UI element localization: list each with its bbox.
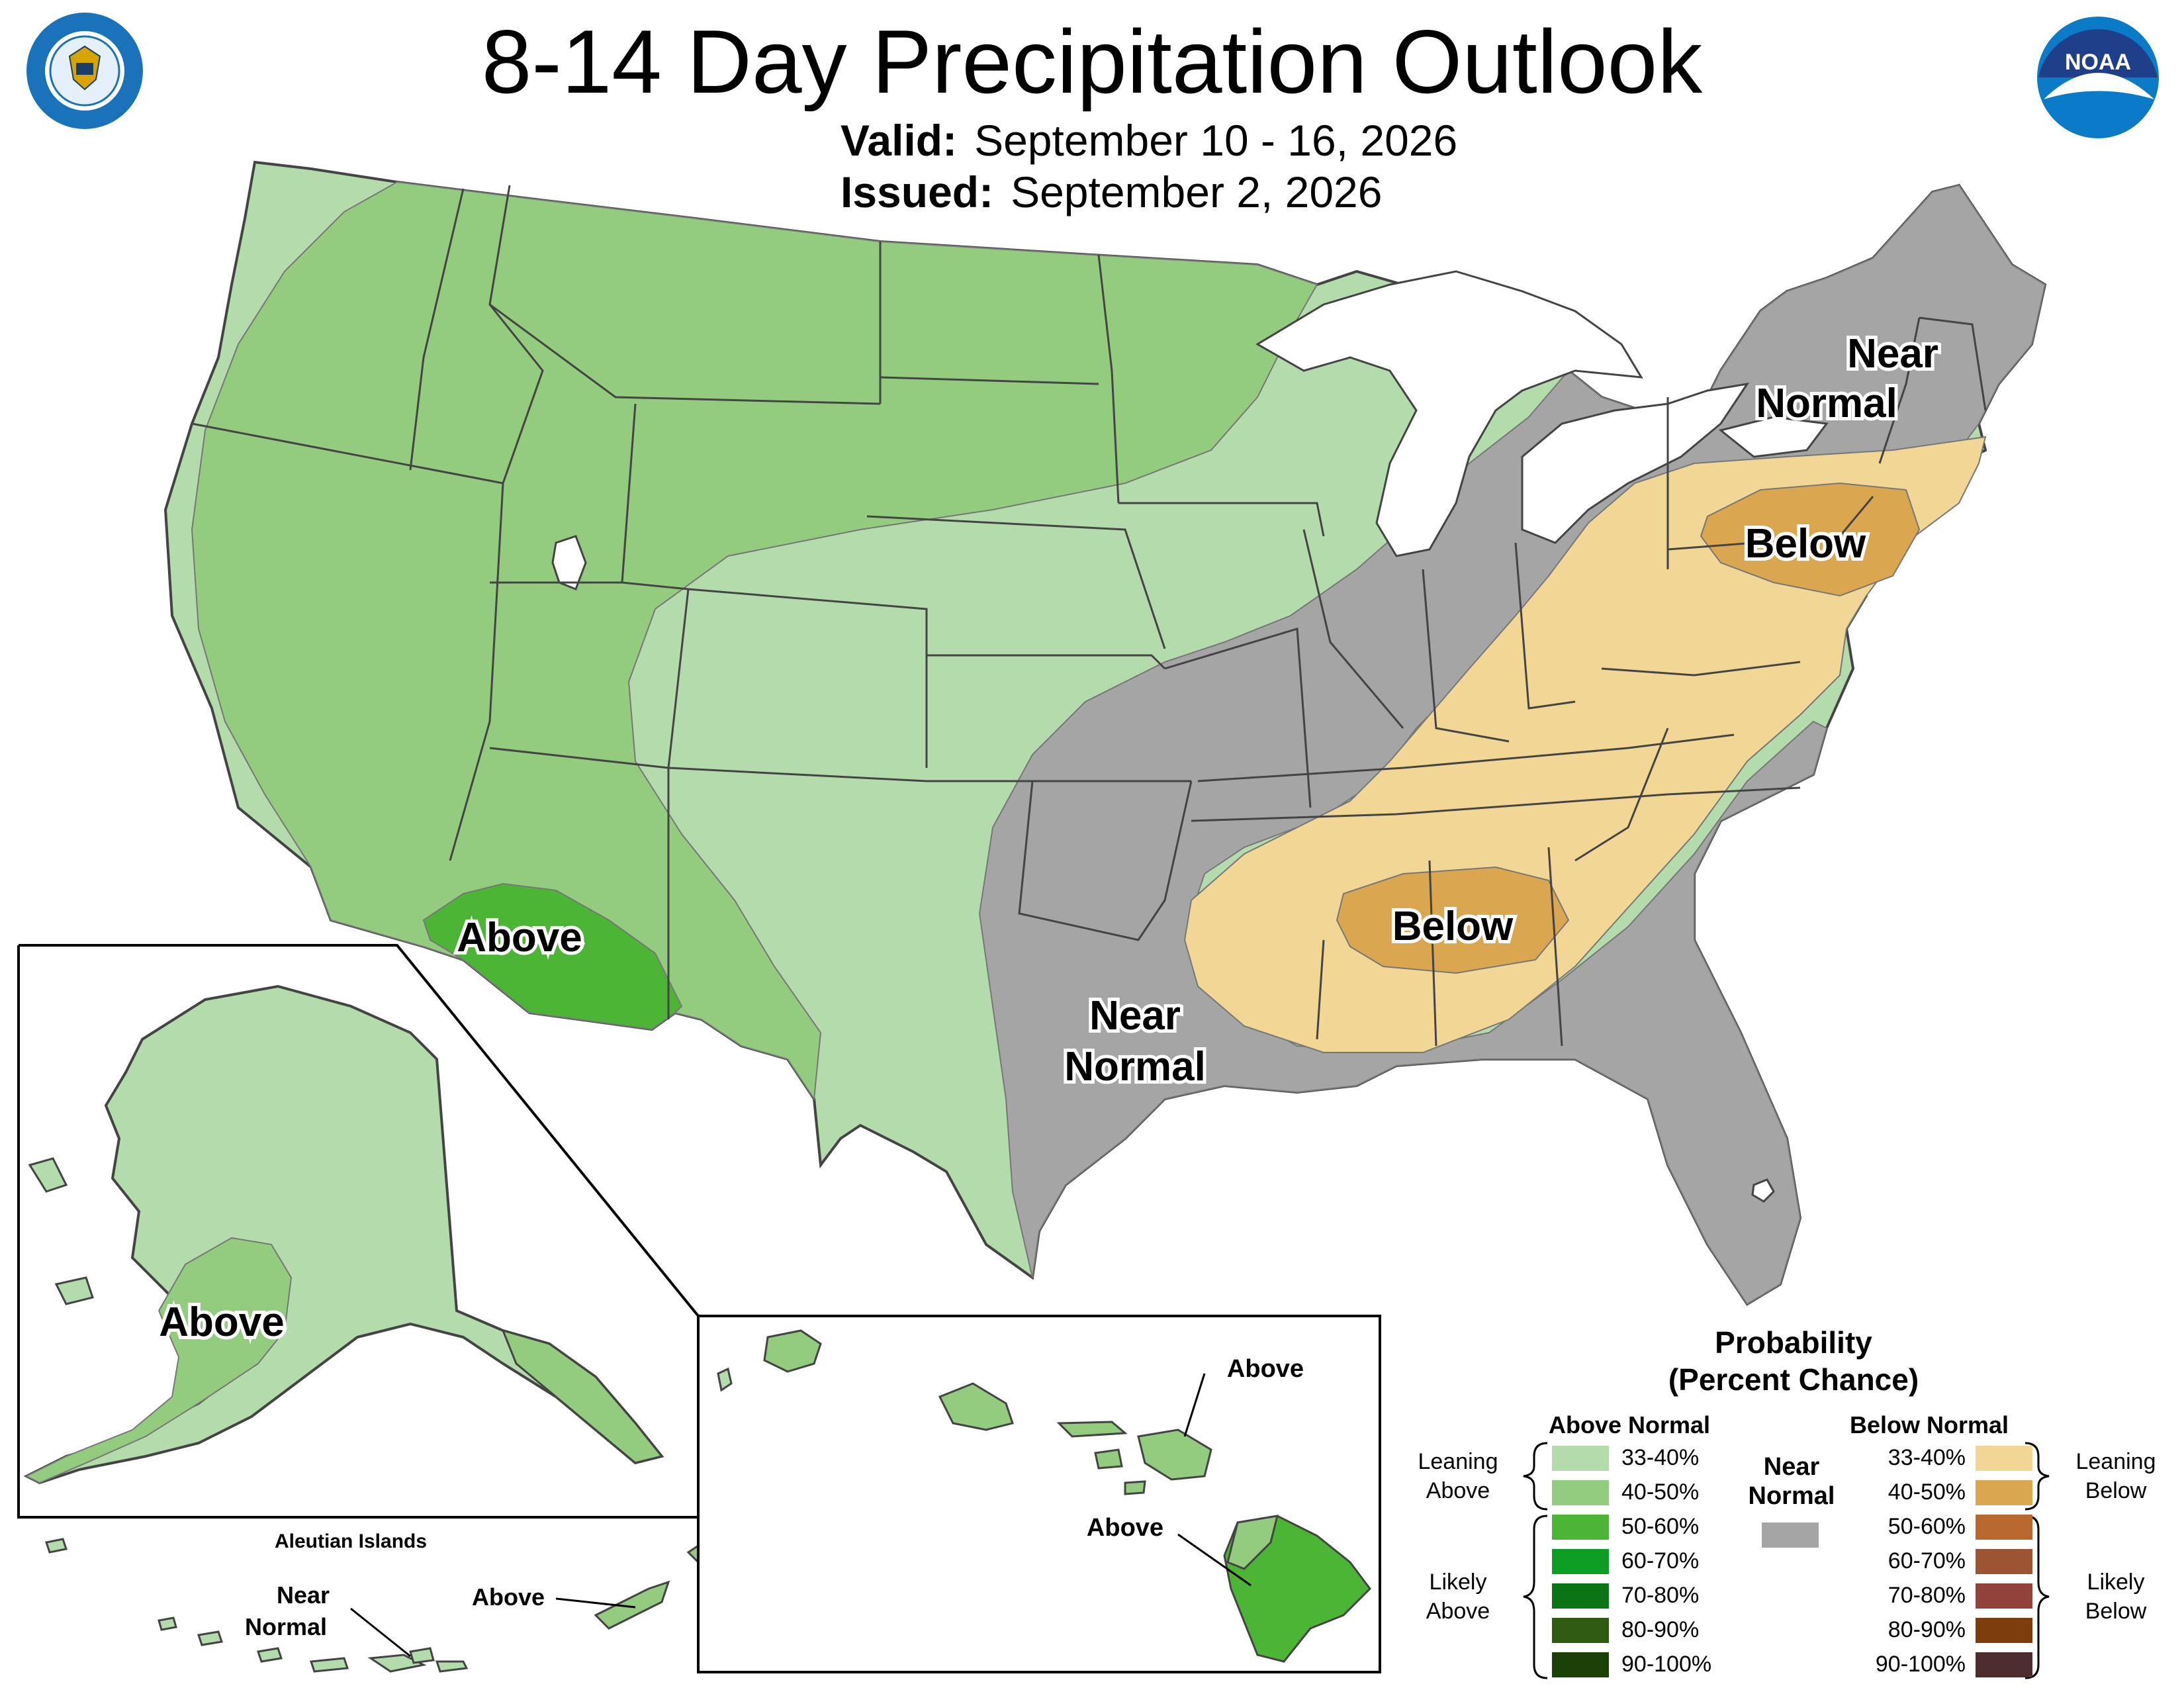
- label-conus-near-1: Near: [1089, 993, 1181, 1039]
- legend-below-header: Below Normal: [1850, 1411, 2009, 1438]
- page-title: 8-14 Day Precipitation Outlook: [481, 11, 1703, 112]
- issued-label: Issued:: [841, 167, 994, 216]
- legend-below-swatch: [1976, 1446, 2032, 1471]
- kauai: [763, 1329, 822, 1373]
- likely-below-line-1: Likely: [2087, 1570, 2145, 1595]
- legend-above-swatch: [1552, 1549, 1609, 1574]
- near-normal-line-1: Near: [1763, 1453, 1820, 1481]
- legend-below-swatch: [1976, 1583, 2032, 1609]
- niihau: [717, 1367, 733, 1392]
- leaning-below-label: Leaning Below: [2060, 1447, 2172, 1505]
- legend-above-label: 80-90%: [1621, 1617, 1700, 1642]
- legend-above-swatch: [1552, 1583, 1609, 1609]
- hawaii-inset: Above Above: [697, 1315, 1381, 1673]
- legend-below-label: 70-80%: [1888, 1583, 1966, 1608]
- kahoolawe: [1124, 1480, 1146, 1495]
- leaning-above-line-2: Above: [1426, 1478, 1490, 1503]
- legend-above-swatch: [1552, 1446, 1609, 1471]
- label-aleutian-near-2: Normal: [245, 1613, 327, 1640]
- label-aleutian-above: Above: [472, 1583, 545, 1611]
- legend-title-line-2: (Percent Chance): [1668, 1362, 1919, 1397]
- state-boundaries: [191, 185, 1987, 1047]
- label-conus-near-2: Normal: [1064, 1044, 1206, 1090]
- conus-above-50-60: [422, 882, 683, 1031]
- near-normal-line-2: Normal: [1748, 1482, 1835, 1510]
- legend-below-swatch: [1976, 1480, 2032, 1505]
- likely-above-label: Likely Above: [1402, 1568, 1514, 1626]
- great-lakes: [1255, 270, 1829, 557]
- oahu: [938, 1382, 1014, 1431]
- aleutian-near-pointer: [350, 1607, 411, 1658]
- leaning-below-line-2: Below: [2085, 1478, 2147, 1503]
- label-ne-near-1: Near: [1847, 331, 1938, 377]
- valid-value: September 10 - 16, 2026: [974, 116, 1458, 165]
- legend-below-swatch: [1976, 1652, 2032, 1677]
- legend-below-label: 90-100%: [1875, 1652, 1966, 1677]
- likely-below-label: Likely Below: [2060, 1568, 2172, 1626]
- legend-above-swatch: [1552, 1480, 1609, 1505]
- label-aleutian-near-1: Near: [277, 1581, 330, 1609]
- label-conus-above: Above: [457, 915, 582, 961]
- legend-title-line-1: Probability: [1715, 1325, 1872, 1360]
- maui: [1137, 1429, 1212, 1481]
- legend-above-swatch: [1552, 1618, 1609, 1643]
- likely-below-line-2: Below: [2085, 1599, 2147, 1624]
- legend-above-label: 90-100%: [1621, 1652, 1712, 1677]
- issued-value: September 2, 2026: [1011, 167, 1383, 216]
- legend-below-label: 33-40%: [1888, 1445, 1966, 1470]
- hawaii-maui-pointer: [1183, 1373, 1206, 1437]
- legend-above-swatch: [1552, 1652, 1609, 1677]
- aleutian-above-pointer: [555, 1597, 636, 1609]
- label-ne-near-2: Normal: [1756, 381, 1897, 426]
- legend-below-label: 50-60%: [1888, 1514, 1966, 1539]
- near-normal-swatch: [1762, 1523, 1819, 1548]
- lanai: [1094, 1448, 1123, 1470]
- valid-line: Valid: September 10 - 16, 2026: [841, 114, 1457, 167]
- legend-below-label: 80-90%: [1888, 1617, 1966, 1642]
- leaning-below-line-1: Leaning: [2075, 1449, 2156, 1474]
- hawaii-big-island-pointer: [1177, 1533, 1251, 1587]
- legend-above-label: 40-50%: [1621, 1479, 1700, 1505]
- legend-below-swatch: [1976, 1515, 2032, 1540]
- alaska-land: [23, 984, 664, 1485]
- commerce-seal-logo: [26, 13, 143, 129]
- noaa-logo: NOAA: [2037, 17, 2159, 138]
- legend-above-label: 50-60%: [1621, 1514, 1700, 1539]
- salt-lake: [551, 535, 587, 590]
- noaa-logo-text: NOAA: [2065, 50, 2131, 75]
- legend-below-label: 60-70%: [1888, 1548, 1966, 1573]
- molokai: [1056, 1421, 1128, 1438]
- issued-line: Issued: September 2, 2026: [841, 165, 1382, 218]
- leaning-above-label: Leaning Above: [1402, 1447, 1514, 1505]
- legend-title: Probability (Percent Chance): [1476, 1324, 2111, 1398]
- aleutian-islands: [45, 1538, 700, 1673]
- label-alaska-above: Above: [159, 1299, 284, 1345]
- legend-brackets: [1523, 1442, 2050, 1679]
- legend-above-swatch: [1552, 1515, 1609, 1540]
- likely-above-line-2: Above: [1426, 1599, 1490, 1624]
- leaning-above-line-1: Leaning: [1418, 1449, 1498, 1474]
- legend-below-swatch: [1976, 1618, 2032, 1643]
- legend-above-header: Above Normal: [1549, 1411, 1711, 1438]
- alaska-inset: Above Aleutian Islands Near Normal Above: [17, 944, 700, 1673]
- legend-above-label: 60-70%: [1621, 1548, 1700, 1573]
- conus-above-40-50: [191, 181, 1318, 1101]
- label-conus-below-south: Below: [1392, 904, 1514, 949]
- legend-above-label: 70-80%: [1621, 1583, 1700, 1608]
- near-normal-label: Near Normal: [1729, 1452, 1854, 1511]
- conus-below-40-50-ne: [1700, 482, 1921, 597]
- label-hawaii-above-big: Above: [1087, 1514, 1163, 1542]
- lake-okeechobee: [1751, 1178, 1775, 1203]
- likely-above-line-1: Likely: [1429, 1570, 1487, 1595]
- valid-label: Valid:: [841, 116, 958, 165]
- legend-above-label: 33-40%: [1621, 1445, 1700, 1470]
- label-aleutian-title: Aleutian Islands: [275, 1530, 427, 1552]
- conus-below-40-50-south: [1336, 866, 1570, 974]
- label-conus-below-ne: Below: [1745, 521, 1866, 567]
- legend-below-swatch: [1976, 1549, 2032, 1574]
- alaska-above-40-50: [24, 1237, 293, 1484]
- label-hawaii-above-maui: Above: [1227, 1355, 1304, 1383]
- legend-below-label: 40-50%: [1888, 1479, 1966, 1505]
